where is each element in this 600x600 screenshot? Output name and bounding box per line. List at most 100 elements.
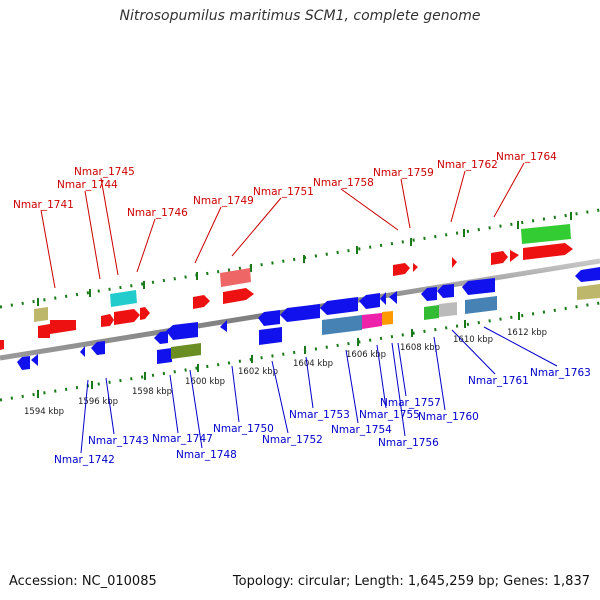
gene-arrow[interactable] [220,320,227,332]
gene-label[interactable]: Nmar_1746 [127,207,188,219]
scale-label: 1610 kbp [453,335,493,345]
forward-gene-glyphs[interactable] [34,224,573,338]
gene-arrow[interactable] [452,257,457,268]
gene-arrow[interactable] [17,356,30,370]
gene-leader-line [231,365,240,423]
gene-arrow[interactable] [223,288,254,304]
gene-leader-line [433,336,446,411]
gene-label[interactable]: Nmar_1763 [530,367,591,379]
gene-box[interactable] [577,284,600,300]
scale-label: 1604 kbp [293,359,333,369]
gene-label[interactable]: Nmar_1760 [418,411,479,423]
gene-label[interactable]: Nmar_1751 [253,186,314,198]
gene-label[interactable]: Nmar_1756 [378,437,439,449]
gene-arrow[interactable] [510,250,519,262]
gene-arrow[interactable] [80,346,85,357]
gene-leader-line [451,329,496,375]
gene-box[interactable] [382,311,393,325]
gene-box[interactable] [110,290,137,307]
gene-leader-line [493,162,525,218]
gene-arrow[interactable] [421,287,437,301]
gene-leader-line [305,356,314,409]
gene-leader-line [483,326,558,367]
gene-leader-line [231,197,282,257]
gene-arrow[interactable] [114,309,140,325]
gene-leader-line [136,218,156,273]
gene-arrow[interactable] [523,243,573,260]
gene-label[interactable]: Nmar_1764 [496,151,557,163]
gene-label[interactable]: Nmar_1742 [54,454,115,466]
gene-box[interactable] [465,296,497,314]
gene-arrow[interactable] [393,263,410,276]
gene-leader-line [271,360,289,434]
gene-leader-line [84,190,101,280]
scale-label: 1612 kbp [507,328,547,338]
gene-leader-line [100,177,119,276]
gene-box[interactable] [322,315,362,335]
gene-label[interactable]: Nmar_1755 [359,409,420,421]
gene-label[interactable]: Nmar_1743 [88,435,149,447]
gene-box[interactable] [259,327,282,345]
gene-label[interactable]: Nmar_1758 [313,177,374,189]
gene-label[interactable]: Nmar_1753 [289,409,350,421]
gene-box[interactable] [362,313,382,329]
upper-tick-track [0,208,600,309]
reverse-gene-labels[interactable]: Nmar_1742 Nmar_1743 Nmar_1747 Nmar_1748 Nmar… [54,326,591,466]
gene-leader-line [391,342,406,437]
scale-labels: 1594 kbp 1596 kbp 1598 kbp 1600 kbp 1602 kbp… [24,328,547,417]
gene-label[interactable]: Nmar_1749 [193,195,254,207]
gene-arrow[interactable] [437,284,454,298]
gene-box[interactable] [521,224,571,244]
gene-leader-line [105,377,115,435]
gene-arrow[interactable] [280,304,320,322]
gene-leader-line [189,369,203,449]
gene-arrow[interactable] [31,354,38,366]
scale-label: 1600 kbp [185,377,225,387]
gene-label[interactable]: Nmar_1752 [262,434,323,446]
gene-label[interactable]: Nmar_1748 [176,449,237,461]
gene-arrow[interactable] [320,297,358,315]
accession-label: Accession: NC_010085 [9,574,157,589]
scale-label: 1606 kbp [346,350,386,360]
gene-box[interactable] [220,268,251,287]
gene-label[interactable]: Nmar_1757 [380,397,441,409]
gene-label[interactable]: Nmar_1745 [74,166,135,178]
gene-leader-line [169,374,179,434]
gene-label[interactable]: Nmar_1741 [13,199,74,211]
gene-label[interactable]: Nmar_1754 [331,424,392,436]
gene-box[interactable] [34,307,48,322]
gene-label[interactable]: Nmar_1762 [437,159,498,171]
gene-arrow[interactable] [140,307,150,320]
gene-arrow[interactable] [389,291,397,304]
gene-arrow[interactable] [193,295,210,309]
gene-box[interactable] [439,302,457,317]
gene-label[interactable]: Nmar_1747 [152,433,213,445]
gene-arrow[interactable] [38,320,76,338]
gene-arrow[interactable] [462,278,495,295]
gene-label[interactable]: Nmar_1761 [468,375,529,387]
gene-arrow[interactable] [101,314,114,327]
gene-arrow[interactable] [91,341,105,355]
gene-arrow[interactable] [0,340,4,350]
reverse-gene-glyphs[interactable] [0,267,600,370]
gene-box[interactable] [157,348,172,364]
gene-arrow[interactable] [166,322,198,340]
gene-arrow[interactable] [575,267,600,282]
gene-box[interactable] [424,305,439,320]
gene-arrow[interactable] [258,310,280,326]
gene-arrow[interactable] [491,251,508,265]
gene-arrow[interactable] [380,292,386,305]
gene-leader-line [400,178,411,229]
gene-leader-line [397,342,407,397]
gene-arrow[interactable] [359,293,380,309]
gene-label[interactable]: Nmar_1759 [373,167,434,179]
gene-arrow[interactable] [413,263,418,272]
gene-leader-line [345,349,359,424]
gene-box[interactable] [171,343,201,359]
genome-summary: Topology: circular; Length: 1,645,259 bp… [232,574,590,589]
gene-label[interactable]: Nmar_1744 [57,179,118,191]
gene-arrow[interactable] [154,331,168,344]
gene-label[interactable]: Nmar_1750 [213,423,274,435]
